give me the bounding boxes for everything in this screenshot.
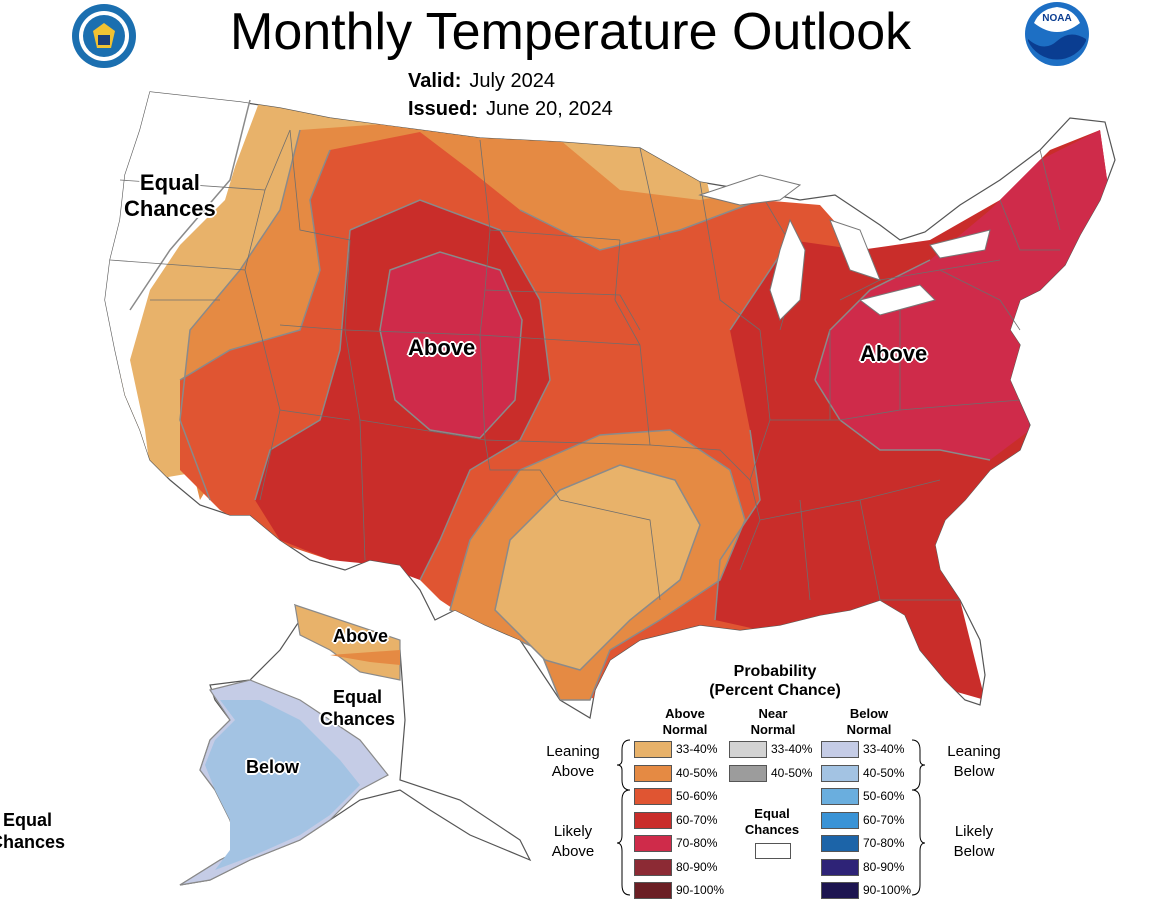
region-above-70-80-east xyxy=(815,130,1110,460)
legend-leaning-above: Leaning Above xyxy=(546,743,600,780)
alaska-above-strip xyxy=(330,650,400,665)
legend-above-swatch xyxy=(634,858,672,876)
legend-below-label: 80-90% xyxy=(863,859,905,874)
region-above-70-80-west xyxy=(379,251,523,439)
label-west-above: Above xyxy=(408,335,476,360)
region-above-33-40-texas xyxy=(494,464,701,671)
valid-date: Valid: July 2024 xyxy=(408,70,555,93)
legend-equal-chances-swatch xyxy=(755,843,791,859)
legend-above-swatch xyxy=(634,811,672,829)
legend-above-label: 60-70% xyxy=(676,812,718,827)
noaa-logo: NOAA xyxy=(1024,1,1090,67)
issued-value: June 20, 2024 xyxy=(486,98,613,120)
legend-below-label: 70-80% xyxy=(863,836,905,850)
legend-below-swatch xyxy=(821,811,859,829)
legend-col-below: Below Normal xyxy=(846,706,892,737)
legend-above-label: 50-60% xyxy=(676,789,718,803)
issued-label: Issued: xyxy=(408,98,479,120)
legend-below-label: 60-70% xyxy=(863,812,905,827)
region-equal-chances-west xyxy=(105,92,250,470)
legend-below-swatch xyxy=(821,882,859,899)
legend-below-label: 50-60% xyxy=(863,789,905,803)
legend-below-swatch xyxy=(821,858,859,876)
label-west-equal-chances: Equal Chances xyxy=(124,170,216,222)
issued-date: Issued: June 20, 2024 xyxy=(408,98,613,121)
legend-title: Probability (Percent Chance) xyxy=(709,663,841,700)
legend-leaning-below: Leaning Below xyxy=(947,743,1001,780)
legend-near-swatch xyxy=(729,741,767,758)
great-lakes xyxy=(698,174,991,321)
legend-above-swatch xyxy=(634,882,672,899)
state-boundaries xyxy=(109,129,1061,601)
legend-above-label: 80-90% xyxy=(676,859,718,874)
legend-above-label: 70-80% xyxy=(676,836,718,850)
legend-near-label: 40-50% xyxy=(771,765,813,780)
legend-above-label: 33-40% xyxy=(676,742,718,756)
label-alaska-below: Below xyxy=(246,757,300,777)
legend-below-swatch xyxy=(821,741,859,758)
page-title: Monthly Temperature Outlook xyxy=(230,3,912,61)
legend-equal-chances: Equal Chances xyxy=(744,806,800,837)
legend-below-swatch xyxy=(821,835,859,852)
legend-likely-below: Likely Below xyxy=(953,823,995,860)
legend-below-swatch xyxy=(821,764,859,782)
valid-value: July 2024 xyxy=(469,70,555,92)
legend-likely-above: Likely Above xyxy=(551,823,595,860)
legend-above-label: 40-50% xyxy=(676,765,718,780)
label-alaska-above: Above xyxy=(333,626,389,646)
legend-braces xyxy=(616,739,926,896)
legend-above-label: 90-100% xyxy=(676,883,725,897)
legend-above-swatch xyxy=(634,835,672,852)
legend-below-label: 33-40% xyxy=(863,742,905,756)
legend-col-near: Near Normal xyxy=(750,706,796,737)
legend-near-label: 33-40% xyxy=(771,742,813,756)
legend-above-swatch xyxy=(634,764,672,782)
legend-below-swatch xyxy=(821,788,859,805)
legend-near-swatch xyxy=(729,764,767,782)
alaska-map xyxy=(179,603,532,886)
label-east-above: Above xyxy=(860,341,928,366)
valid-label: Valid: xyxy=(408,70,462,92)
legend-below-label: 40-50% xyxy=(863,765,905,780)
legend-above-swatch xyxy=(634,741,672,758)
legend-below-label: 90-100% xyxy=(863,883,912,897)
commerce-seal-logo xyxy=(71,3,137,69)
label-alaska-equal-chances: Equal Chances xyxy=(320,687,396,729)
alaska-below-40-50 xyxy=(205,700,360,870)
svg-text:NOAA: NOAA xyxy=(1042,13,1071,24)
label-hawaii-equal-chances: Equal Chances xyxy=(0,810,66,852)
legend-above-swatch xyxy=(634,788,672,805)
legend-col-above: Above Normal xyxy=(662,706,708,737)
